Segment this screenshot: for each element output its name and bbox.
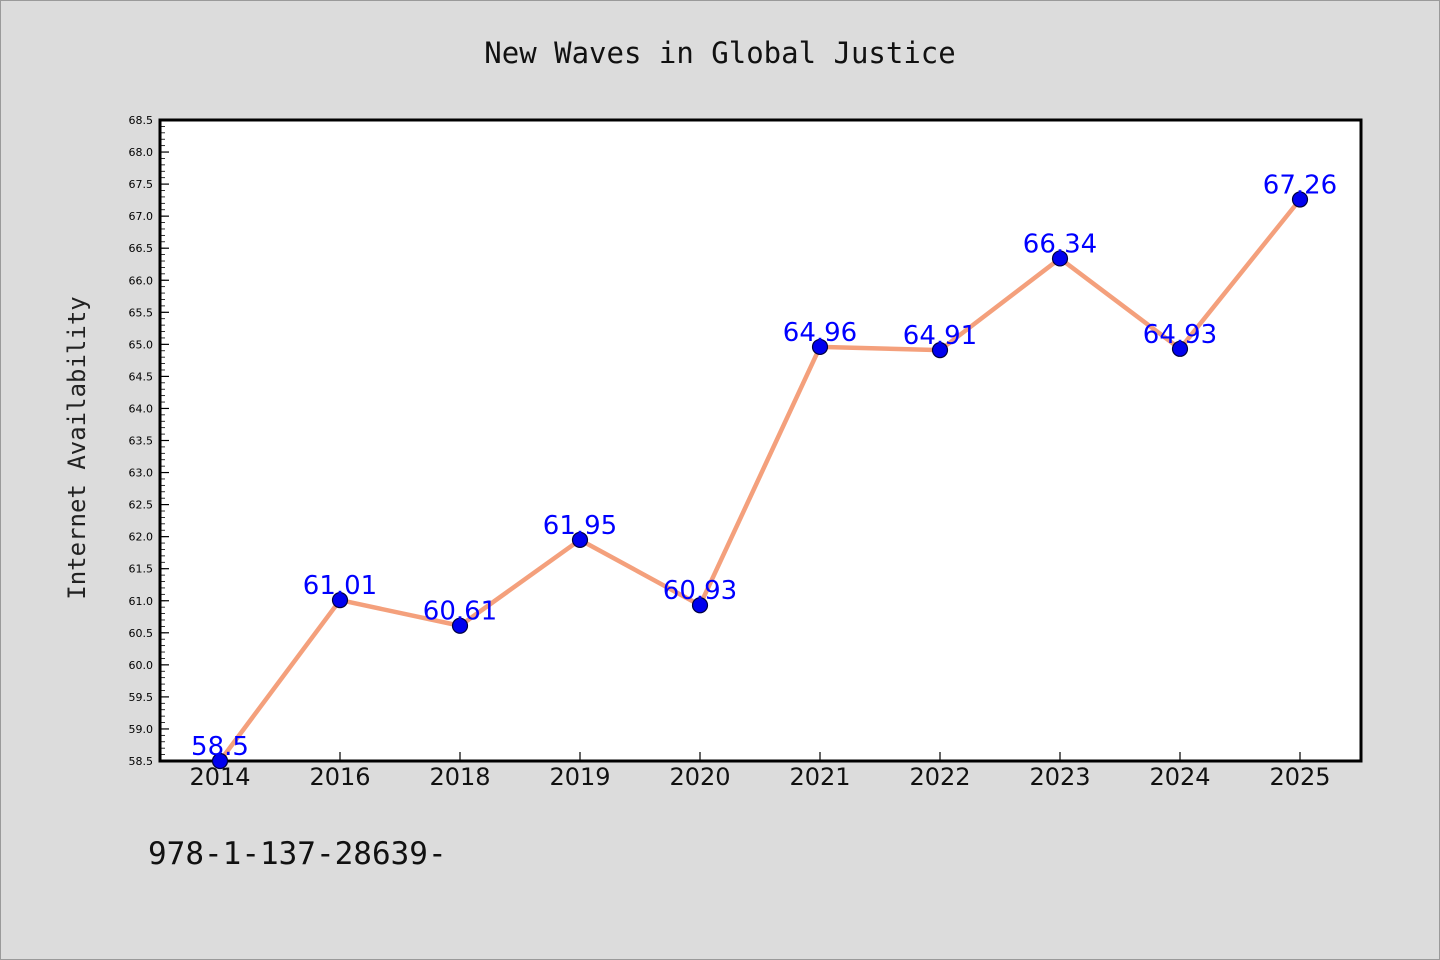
- y-tick-label: 60.5: [129, 627, 154, 640]
- data-label: 60.93: [663, 576, 737, 606]
- y-tick-label: 62.0: [129, 531, 154, 544]
- data-point-marker: [691, 597, 709, 614]
- data-label: 64.93: [1143, 320, 1217, 350]
- data-label: 61.01: [303, 571, 377, 601]
- series-line: [217, 197, 1303, 764]
- y-tick-label: 59.5: [129, 691, 154, 704]
- data-point-marker: [931, 342, 949, 359]
- x-tick-label: 2024: [1149, 763, 1210, 791]
- data-label: 67.26: [1263, 170, 1337, 200]
- data-point-marker: [1051, 250, 1069, 267]
- y-tick-label: 63.5: [129, 435, 154, 448]
- y-tick-label: 67.0: [129, 210, 154, 223]
- x-tick-label: 2018: [429, 763, 490, 791]
- data-point-marker: [211, 752, 229, 770]
- x-tick-label: 2021: [789, 763, 850, 791]
- y-tick-label: 62.5: [129, 499, 154, 512]
- x-axis-ticks: 2014 2016 2018 2019 2020 2021 2022 2023 2024 2025: [189, 752, 1331, 791]
- data-label: 61.95: [543, 511, 617, 541]
- plot-area: [158, 118, 1363, 763]
- x-tick-label: 2023: [1029, 763, 1090, 791]
- chart-title: New Waves in Global Justice: [484, 36, 955, 70]
- y-tick-label: 66.5: [129, 242, 154, 255]
- footer-isbn-text: 978-1-137-28639-: [148, 836, 447, 872]
- x-tick-label: 2016: [309, 763, 370, 791]
- data-point-marker: [451, 617, 469, 634]
- data-markers: [211, 191, 1309, 770]
- y-axis-label: Internet Availability: [63, 296, 91, 599]
- y-tick-label: 64.5: [129, 370, 154, 383]
- y-tick-label: 68.5: [129, 114, 154, 127]
- data-point-marker: [571, 531, 589, 548]
- y-tick-label: 68.0: [129, 146, 154, 159]
- x-tick-label: 2025: [1269, 763, 1330, 791]
- y-tick-label: 64.0: [129, 402, 154, 415]
- y-tick-label: 61.5: [129, 563, 154, 576]
- y-tick-label: 60.0: [129, 659, 154, 672]
- data-label: 60.61: [423, 597, 497, 627]
- data-label: 64.91: [903, 321, 977, 351]
- y-tick-label: 66.0: [129, 274, 154, 287]
- y-tick-label: 61.0: [129, 595, 154, 608]
- y-tick-label: 58.5: [129, 755, 154, 768]
- data-labels: 58.5 61.01 60.61 61.95 60.93 64.96 64.91 66.34 6…: [191, 170, 1337, 762]
- data-label: 58.5: [191, 732, 249, 762]
- y-tick-label: 65.5: [129, 306, 154, 319]
- x-tick-label: 2022: [909, 763, 970, 791]
- data-label: 64.96: [783, 318, 857, 348]
- y-tick-label: 63.0: [129, 467, 154, 480]
- data-point-marker: [811, 338, 829, 356]
- data-point-marker: [1171, 340, 1189, 357]
- data-point-marker: [331, 592, 349, 609]
- y-tick-label: 65.0: [129, 338, 154, 351]
- data-label: 66.34: [1023, 229, 1097, 259]
- data-point-marker: [1291, 191, 1309, 208]
- y-tick-label: 59.0: [129, 723, 154, 736]
- x-tick-label: 2020: [669, 763, 730, 791]
- x-tick-label: 2019: [549, 763, 610, 791]
- y-axis-ticks: 58.5 59.0 59.5 60.0 60.5 61.0 61.5 62.0 62.5 63.0…: [129, 114, 169, 768]
- y-tick-label: 67.5: [129, 178, 154, 191]
